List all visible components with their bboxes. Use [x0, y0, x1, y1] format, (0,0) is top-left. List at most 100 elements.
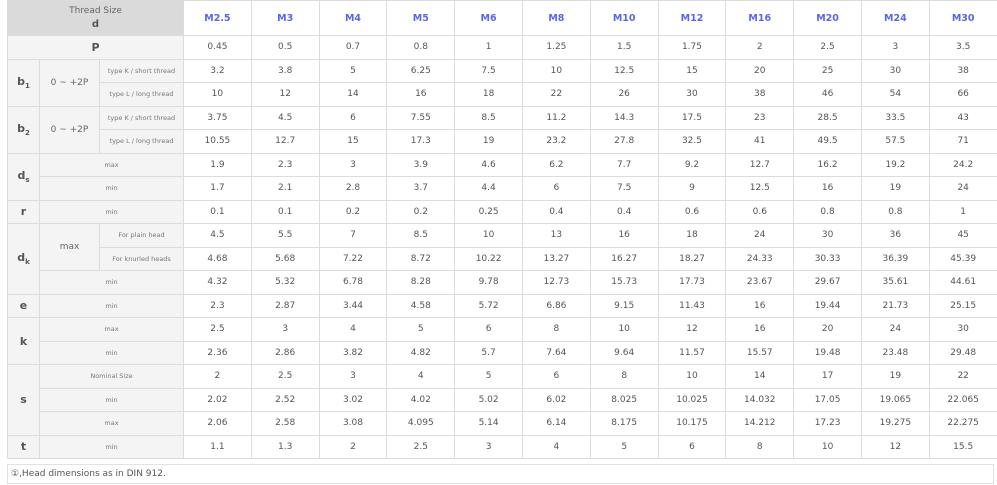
- value-cell: 2.8: [318, 176, 388, 201]
- value-cell: 16: [589, 223, 659, 248]
- value-cell: 14: [725, 364, 795, 389]
- value-cell: 5.14: [454, 411, 523, 436]
- value-cell: 10.55: [183, 129, 252, 154]
- value-cell: 17.73: [657, 270, 727, 295]
- value-cell: 49.5: [793, 129, 862, 154]
- symbol-P: P: [7, 35, 184, 60]
- size-header-m5: M5: [386, 0, 456, 36]
- value-cell: 0.6: [657, 199, 727, 224]
- value-cell: 45.39: [928, 246, 997, 271]
- symbol-ds: ds: [7, 152, 40, 201]
- value-cell: 1.7: [183, 176, 252, 201]
- value-cell: 11.43: [657, 293, 727, 318]
- size-header-m6: M6: [454, 0, 523, 36]
- value-cell: 2.36: [183, 340, 252, 365]
- value-cell: 9.64: [589, 340, 659, 365]
- note-cell: Nominal Size: [39, 364, 184, 389]
- value-cell: 10: [793, 434, 862, 459]
- value-cell: 19: [860, 176, 930, 201]
- value-cell: 2.52: [250, 387, 320, 412]
- symbol-k: k: [7, 317, 40, 365]
- value-cell: 9: [657, 176, 727, 201]
- value-cell: 15: [657, 58, 727, 83]
- value-cell: 6.02: [521, 387, 591, 412]
- symbol-e: e: [7, 293, 40, 318]
- symbol-b2: b2: [7, 105, 40, 154]
- value-cell: 2: [725, 35, 795, 60]
- value-cell: 12.7: [725, 152, 795, 177]
- value-cell: 2.58: [250, 411, 320, 436]
- value-cell: 10.22: [454, 246, 523, 271]
- value-cell: 2.06: [183, 411, 252, 436]
- value-cell: 8: [589, 364, 659, 389]
- value-cell: 44.61: [928, 270, 997, 295]
- value-cell: 15.73: [589, 270, 659, 295]
- value-cell: 2.87: [250, 293, 320, 318]
- value-cell: 19.2: [860, 152, 930, 177]
- thread-size-symbol: d: [91, 18, 100, 30]
- value-cell: 6: [521, 176, 591, 201]
- size-header-m8: M8: [521, 0, 591, 36]
- value-cell: 5.32: [250, 270, 320, 295]
- value-cell: 5: [454, 364, 523, 389]
- value-cell: 7: [318, 223, 388, 248]
- size-header-m10: M10: [589, 0, 659, 36]
- value-cell: 0.2: [318, 199, 388, 224]
- value-cell: 30: [793, 223, 862, 248]
- table-row: b2 0 ~ +2P type K / short thread 3.75 4.5 6 7.…: [7, 105, 997, 154]
- value-cell: 20: [725, 58, 795, 83]
- value-cell: 12.7: [250, 129, 320, 154]
- value-cell: 5: [318, 58, 388, 83]
- table-row: min 2.02 2.52 3.02 4.02 5.02 6.02 8.025 10.025 14…: [8, 387, 997, 412]
- value-cell: 10: [183, 82, 252, 107]
- value-cell: 0.4: [521, 199, 591, 224]
- symbol-subscript: 2: [25, 129, 30, 138]
- table-row: k max 2.5 3 4 5 6 8 10 12 16 20 24 30: [7, 317, 997, 365]
- symbol-text: t: [20, 440, 27, 454]
- size-header-m2-5: M2.5: [183, 0, 252, 36]
- value-cell: 6.2: [521, 152, 591, 177]
- value-cell: 4.5: [183, 223, 252, 248]
- value-cell: 4: [521, 434, 591, 459]
- value-cell: 4.68: [183, 246, 252, 271]
- note-cell: For knurled heads: [99, 246, 184, 271]
- value-cell: 13.27: [521, 246, 591, 271]
- footnote: ①,Head dimensions as in DIN 912.: [7, 464, 994, 484]
- value-cell: 7.55: [386, 105, 456, 130]
- value-cell: 5.7: [454, 340, 523, 365]
- value-cell: 7.5: [454, 58, 523, 83]
- value-cell: 6: [454, 317, 523, 342]
- note-cell: min: [39, 387, 184, 412]
- symbol-subscript: k: [25, 258, 30, 267]
- table-row: dk max For plain head 4.5 5.5 7 8.5 10 13 16 18 24 3…: [7, 223, 997, 295]
- value-cell: 12: [860, 434, 930, 459]
- value-cell: 29.67: [793, 270, 862, 295]
- table-row: min 1.7 2.1 2.8 3.7 4.4 6 7.5 9 12.5 16 19 24: [8, 176, 997, 201]
- value-cell: 7.22: [318, 246, 388, 271]
- value-cell: 8.5: [386, 223, 456, 248]
- value-cell: 18: [657, 223, 727, 248]
- value-cell: 15.57: [725, 340, 795, 365]
- value-cell: 0.8: [386, 35, 456, 60]
- value-cell: 30: [928, 317, 997, 342]
- value-cell: 1.9: [183, 152, 252, 177]
- value-cell: 3.44: [318, 293, 388, 318]
- table-row: type L / long thread 10 12 14 16 18 22 26 30 38 46…: [8, 82, 997, 107]
- value-cell: 6.86: [521, 293, 591, 318]
- symbol-text: b: [17, 74, 25, 88]
- value-cell: 22.065: [928, 387, 997, 412]
- value-cell: 2.5: [250, 364, 320, 389]
- value-cell: 9.78: [454, 270, 523, 295]
- value-cell: 8.28: [386, 270, 456, 295]
- value-cell: 12: [657, 317, 727, 342]
- value-cell: 3.2: [183, 58, 252, 83]
- size-header-m24: M24: [860, 0, 930, 36]
- value-cell: 2.5: [183, 317, 252, 342]
- value-cell: 16: [725, 293, 795, 318]
- value-cell: 14: [318, 82, 388, 107]
- value-cell: 30: [657, 82, 727, 107]
- value-cell: 21.73: [860, 293, 930, 318]
- value-cell: 16.2: [793, 152, 862, 177]
- symbol-s: s: [7, 364, 40, 436]
- value-cell: 6.25: [386, 58, 456, 83]
